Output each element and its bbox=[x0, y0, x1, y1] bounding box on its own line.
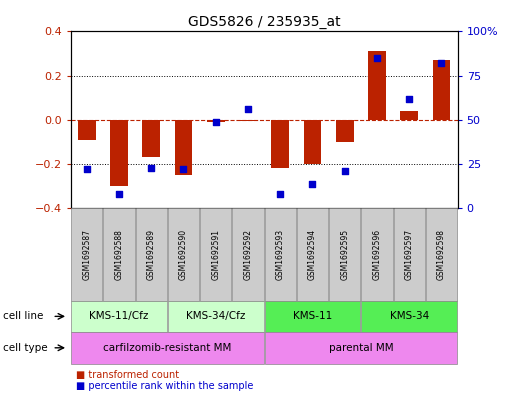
Point bbox=[340, 168, 349, 174]
Point bbox=[115, 191, 123, 197]
Text: KMS-11: KMS-11 bbox=[293, 311, 332, 321]
Text: GSM1692587: GSM1692587 bbox=[82, 229, 91, 280]
Text: GSM1692592: GSM1692592 bbox=[244, 229, 253, 280]
Text: carfilzomib-resistant MM: carfilzomib-resistant MM bbox=[103, 343, 232, 353]
Text: ■ percentile rank within the sample: ■ percentile rank within the sample bbox=[76, 381, 253, 391]
Point bbox=[211, 119, 220, 125]
Text: GSM1692589: GSM1692589 bbox=[147, 229, 156, 280]
Text: GSM1692594: GSM1692594 bbox=[308, 229, 317, 280]
Bar bbox=[401, 111, 418, 120]
Bar bbox=[271, 120, 289, 169]
Text: KMS-34: KMS-34 bbox=[390, 311, 429, 321]
Bar bbox=[336, 120, 354, 142]
Text: cell type: cell type bbox=[3, 343, 47, 353]
Bar bbox=[142, 120, 160, 158]
Point bbox=[147, 164, 155, 171]
Point bbox=[309, 180, 317, 187]
Bar bbox=[110, 120, 128, 186]
Point bbox=[373, 55, 381, 61]
Bar bbox=[207, 120, 224, 122]
Bar bbox=[78, 120, 96, 140]
Text: GSM1692596: GSM1692596 bbox=[372, 229, 381, 280]
Text: GSM1692588: GSM1692588 bbox=[115, 229, 123, 280]
Point bbox=[179, 166, 188, 173]
Text: cell line: cell line bbox=[3, 311, 43, 321]
Text: GSM1692595: GSM1692595 bbox=[340, 229, 349, 280]
Text: GSM1692591: GSM1692591 bbox=[211, 229, 220, 280]
Point bbox=[437, 60, 446, 66]
Point bbox=[83, 166, 91, 173]
Point bbox=[405, 95, 413, 102]
Text: GSM1692598: GSM1692598 bbox=[437, 229, 446, 280]
Text: KMS-11/Cfz: KMS-11/Cfz bbox=[89, 311, 149, 321]
Text: KMS-34/Cfz: KMS-34/Cfz bbox=[186, 311, 245, 321]
Text: parental MM: parental MM bbox=[328, 343, 393, 353]
Point bbox=[276, 191, 285, 197]
Point bbox=[244, 106, 252, 112]
Bar bbox=[433, 60, 450, 120]
Text: ■ transformed count: ■ transformed count bbox=[76, 370, 179, 380]
Bar bbox=[304, 120, 321, 164]
Text: GSM1692590: GSM1692590 bbox=[179, 229, 188, 280]
Text: GSM1692597: GSM1692597 bbox=[405, 229, 414, 280]
Title: GDS5826 / 235935_at: GDS5826 / 235935_at bbox=[188, 15, 340, 29]
Text: GSM1692593: GSM1692593 bbox=[276, 229, 285, 280]
Bar bbox=[239, 120, 257, 121]
Bar bbox=[175, 120, 192, 175]
Bar bbox=[368, 51, 386, 120]
